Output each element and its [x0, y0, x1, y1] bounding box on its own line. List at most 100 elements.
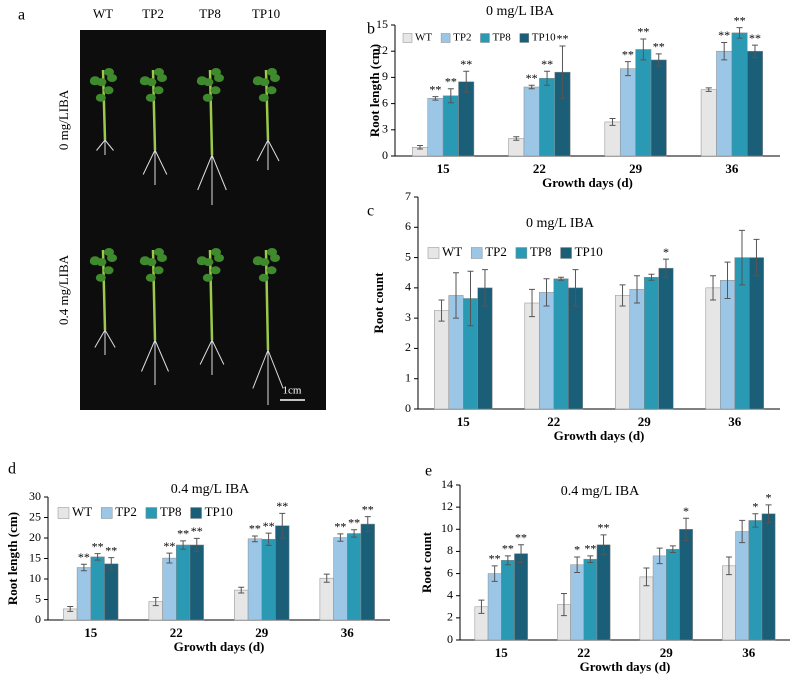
legend-label: TP8: [530, 244, 552, 259]
error-bar: [683, 517, 690, 541]
bar: [261, 538, 276, 621]
leaf: [95, 93, 106, 102]
bar: [508, 138, 525, 157]
bar: [716, 50, 733, 157]
photo-panel: a WT TP2 TP8 TP10 0 mg/LIBA 0.4 mg/LIBA …: [18, 6, 326, 410]
legend-label: TP10: [575, 244, 603, 259]
y-tick-label: 6: [447, 565, 453, 579]
column-label: TP10: [252, 6, 280, 21]
root: [267, 139, 280, 162]
root: [104, 329, 116, 348]
bar: [639, 576, 654, 641]
error-bar: [725, 556, 732, 576]
bar: [442, 95, 459, 157]
x-tick-label: 15: [437, 161, 451, 176]
root: [154, 149, 168, 175]
significance: **: [718, 28, 730, 42]
bar: [748, 520, 763, 641]
y-tick-label: 10: [29, 571, 41, 585]
bar: [596, 544, 611, 641]
significance: **: [78, 550, 90, 564]
bar: [570, 564, 584, 641]
error-bar: [463, 70, 470, 93]
bar: [104, 563, 119, 621]
y-tick-label: 5: [405, 249, 411, 263]
significance: **: [622, 47, 634, 61]
y-tick-label: 2: [405, 340, 411, 354]
y-tick-label: 0: [382, 148, 388, 162]
error-bar: [351, 529, 358, 538]
error-bar: [504, 555, 511, 566]
scale-label: 1cm: [283, 385, 302, 397]
y-tick-label: 8: [447, 543, 453, 557]
error-bar: [587, 555, 594, 563]
leaf: [146, 78, 157, 87]
chart-title: 0.4 mg/L IBA: [561, 484, 640, 499]
y-tick-label: 10: [441, 521, 453, 535]
y-tick-label: 0: [405, 401, 411, 415]
x-tick-label: 29: [255, 625, 269, 640]
bar: [553, 278, 569, 410]
x-tick-label: 22: [170, 625, 183, 640]
leaf: [103, 86, 114, 95]
bar: [700, 89, 717, 157]
leaf: [202, 93, 213, 102]
significance: **: [526, 71, 538, 85]
significance: **: [460, 57, 472, 71]
panel-label: d: [8, 461, 16, 478]
legend-swatch: [145, 507, 158, 519]
column-label: TP2: [142, 6, 164, 21]
root: [267, 349, 284, 389]
legend-label: TP10: [205, 504, 233, 519]
error-bar: [152, 596, 159, 607]
y-tick-label: 0: [35, 612, 41, 626]
y-tick-label: 3: [405, 310, 411, 324]
error-bar: [529, 288, 536, 318]
x-tick-label: 36: [728, 414, 742, 429]
error-bar: [432, 96, 439, 101]
significance: **: [541, 57, 553, 71]
leaf: [154, 248, 165, 257]
significance: **: [92, 539, 104, 553]
leaf: [259, 258, 270, 267]
legend-swatch: [519, 33, 530, 43]
bar: [539, 78, 556, 157]
bar: [333, 537, 348, 621]
significance: **: [637, 25, 649, 39]
legend-swatch: [190, 507, 202, 519]
error-bar: [560, 593, 567, 617]
error-bar: [417, 145, 424, 150]
bar: [747, 50, 763, 157]
error-bar: [600, 534, 607, 556]
y-tick-label: 6: [382, 95, 388, 109]
leaf: [153, 86, 164, 95]
significance: **: [734, 13, 746, 27]
error-bar: [739, 519, 746, 544]
x-tick-label: 29: [629, 161, 643, 176]
bar: [76, 567, 91, 621]
legend-label: TP2: [453, 32, 471, 44]
leaf: [267, 248, 278, 257]
panel-label: b: [367, 21, 375, 38]
error-bar: [238, 586, 245, 594]
y-tick-label: 12: [376, 43, 388, 57]
error-bar: [751, 44, 758, 58]
bar: [735, 531, 749, 641]
leaf: [95, 273, 106, 282]
y-tick-label: 4: [447, 587, 453, 601]
legend-swatch: [470, 247, 483, 259]
root: [104, 139, 114, 151]
significance: **: [163, 539, 175, 553]
error-bar: [662, 258, 669, 278]
bar: [487, 573, 502, 641]
leaf: [258, 273, 269, 282]
y-tick-label: 12: [441, 499, 453, 513]
error-bar: [447, 88, 454, 104]
root: [142, 149, 156, 175]
error-bar: [193, 537, 200, 553]
bar: [644, 277, 659, 410]
bar: [427, 98, 444, 157]
y-axis-label: Root length (cm): [367, 44, 382, 137]
error-bar: [557, 276, 564, 281]
bar: [360, 523, 375, 621]
